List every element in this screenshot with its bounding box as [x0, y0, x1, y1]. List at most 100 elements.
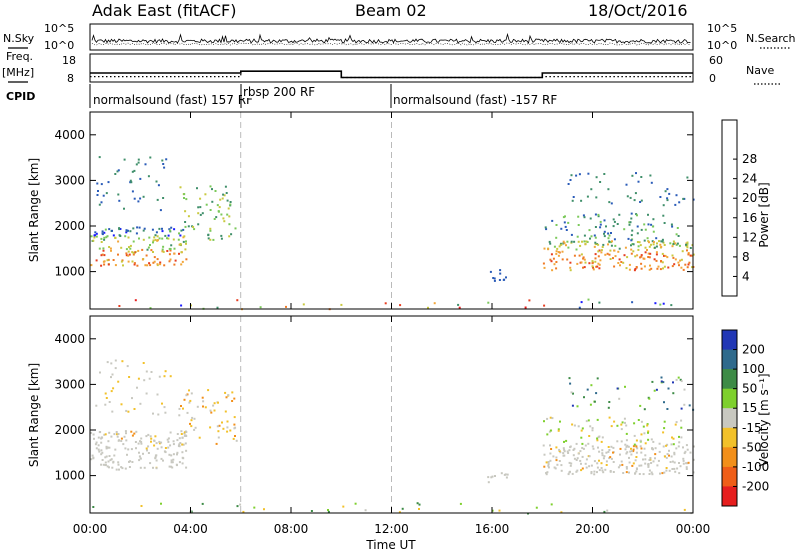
power-echo-late [594, 260, 597, 263]
velocity-echo-late [547, 466, 550, 469]
power-echo-late [640, 255, 643, 258]
velocity-echo [90, 458, 93, 461]
velocity-echo-late [628, 471, 630, 474]
power-echo-rise [222, 193, 225, 196]
power-echo-late-mid [567, 221, 570, 224]
velocity-echo-late-mid [600, 440, 603, 443]
velocity-echo-late [602, 471, 605, 474]
power-echo-late [600, 249, 603, 252]
velocity-echo-late-upper [569, 382, 572, 385]
power-echo-late [673, 263, 676, 266]
velocity-echo-late [626, 451, 629, 454]
power-echo-upper [123, 207, 125, 210]
power-echo-late [638, 241, 641, 244]
velocity-echo-late [656, 464, 659, 467]
velocity-echo-late [626, 444, 629, 447]
power-echo-upper [114, 173, 117, 175]
power-echo-rise [209, 238, 212, 241]
power-echo-rise [212, 238, 215, 241]
velocity-echo [121, 467, 124, 470]
power-echo-late-mid [560, 227, 563, 230]
velocity-echo [172, 443, 175, 446]
power-echo-late-mid [630, 234, 633, 237]
power-echo-late [594, 241, 597, 244]
velocity-echo [182, 443, 185, 446]
power-ground-scatter [149, 307, 152, 310]
power-echo-late [639, 244, 642, 247]
velocity-echo-rise [221, 421, 223, 424]
velocity-echo [124, 430, 127, 433]
power-echo-late-mid [623, 228, 626, 231]
velocity-echo-rise [183, 431, 186, 434]
velocity-echo-late-upper [680, 380, 683, 383]
velocity-echo-late [543, 465, 546, 468]
velocity-colorbar-swatch [722, 486, 737, 507]
velocity-echo-rise [224, 410, 227, 413]
velocity-echo-late [577, 452, 580, 455]
power-echo-late-upper [649, 174, 652, 177]
power-ground-scatter [659, 303, 662, 306]
velocity-echo-late [673, 467, 676, 470]
power-ground-scatter [399, 304, 402, 307]
velocity-echo-late [608, 449, 611, 451]
power-echo-spot [505, 276, 507, 279]
power-echo [168, 260, 171, 263]
power-echo-rise [184, 221, 187, 223]
velocity-ground-scatter [160, 502, 162, 505]
power-echo-late [601, 246, 604, 248]
velocity-echo-upper [128, 376, 131, 378]
velocity-ground-scatter [242, 510, 245, 513]
velocity-echo [92, 433, 95, 436]
power-ground-scatter [216, 306, 219, 309]
velocity-echo [170, 461, 173, 464]
velocity-echo-rise [183, 434, 186, 437]
power-echo-late [593, 245, 596, 248]
power-echo-late [562, 242, 565, 245]
power-echo-late-mid [555, 236, 558, 239]
velocity-echo [172, 440, 175, 443]
noise-ylabel-top-right: 10^5 [707, 22, 737, 35]
power-echo [136, 226, 139, 229]
power-echo-late [552, 257, 555, 260]
velocity-ground-scatter [459, 502, 462, 505]
power-echo-late [657, 265, 660, 268]
power-echo-late [672, 256, 675, 259]
power-echo [120, 246, 123, 249]
power-echo [167, 237, 170, 240]
power-echo-late-mid [599, 223, 602, 226]
power-echo-late [619, 264, 621, 267]
power-echo-late-mid [651, 225, 654, 228]
velocity-echo-late [631, 464, 634, 467]
velocity-echo-upper [110, 376, 112, 379]
power-echo-upper [165, 158, 168, 161]
nsearch-label: N.Search [746, 32, 796, 45]
velocity-echo-late-mid [680, 426, 683, 429]
power-echo [112, 259, 115, 261]
velocity-echo [114, 448, 117, 451]
power-echo-late [595, 243, 598, 245]
power-echo-late [674, 242, 677, 245]
velocity-echo-late [651, 473, 654, 476]
power-echo [107, 258, 110, 261]
velocity-echo [126, 453, 128, 456]
power-echo [152, 261, 155, 264]
velocity-echo-late [590, 464, 593, 467]
velocity-echo [91, 454, 94, 457]
velocity-echo-late-upper [660, 376, 663, 379]
velocity-echo-rise [190, 425, 193, 428]
velocity-echo-late [652, 448, 654, 451]
power-echo-late [687, 263, 690, 266]
beam-title: Beam 02 [355, 1, 427, 20]
power-echo-late [667, 266, 670, 269]
velocity-echo [154, 435, 157, 438]
velocity-echo-late [632, 448, 635, 451]
velocity-echo-late [601, 452, 604, 455]
power-echo-late [586, 241, 589, 243]
power-echo-late [596, 265, 599, 268]
power-echo [162, 245, 165, 248]
power-echo-late [628, 268, 631, 271]
power-echo [156, 263, 159, 266]
velocity-echo [131, 461, 134, 463]
velocity-ground-scatter [498, 509, 501, 512]
power-echo-rise [197, 223, 200, 226]
